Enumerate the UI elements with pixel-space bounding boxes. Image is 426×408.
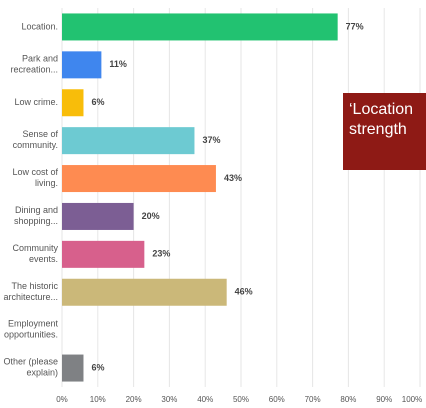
label-line: Community — [12, 243, 58, 253]
value-label: 43% — [224, 173, 242, 183]
label-line: community. — [13, 141, 58, 151]
label-line: shopping... — [14, 216, 58, 226]
bar — [62, 13, 338, 41]
x-tick-label: 100% — [402, 395, 422, 404]
label-line: events. — [29, 254, 58, 264]
y-tick-label: Park and recreation... — [10, 54, 58, 75]
x-tick-label: 50% — [233, 395, 249, 404]
x-tick-label: 0% — [56, 395, 68, 404]
value-label: 77% — [346, 21, 364, 31]
y-tick-label: Dining and shopping... — [14, 205, 58, 226]
x-tick-label: 90% — [376, 395, 392, 404]
label-line: Other (please — [3, 357, 58, 367]
label-line: Employment — [8, 319, 59, 329]
x-tick-label: 70% — [305, 395, 321, 404]
y-tick-label: Location. — [21, 21, 58, 31]
bar — [62, 278, 227, 306]
label-line: architecture... — [3, 292, 58, 302]
x-tick-label: 60% — [269, 395, 285, 404]
y-tick-label: Low cost of living. — [12, 167, 58, 188]
label-line: Dining and — [15, 205, 58, 215]
label-line: The historic — [11, 281, 58, 291]
annotation-box — [343, 93, 426, 170]
value-label: 20% — [142, 211, 160, 221]
value-label: 23% — [152, 249, 170, 259]
bar — [62, 354, 84, 382]
value-label: 37% — [202, 135, 220, 145]
bar — [62, 240, 145, 268]
value-label: 11% — [109, 59, 127, 69]
label-line: Low cost of — [12, 167, 58, 177]
bar — [62, 202, 134, 230]
x-tick-label: 40% — [197, 395, 213, 404]
y-tick-label: The historic architecture... — [3, 281, 58, 302]
y-tick-label: Employment opportunities. — [4, 319, 59, 340]
label-line: explain) — [26, 368, 58, 378]
bar — [62, 89, 84, 117]
y-tick-label: Other (please explain) — [3, 357, 58, 378]
value-label: 6% — [91, 362, 104, 372]
y-tick-label: Low crime. — [14, 97, 58, 107]
annotation-text: ‘Location — [349, 101, 413, 118]
bar — [62, 51, 102, 79]
label-line: Park and — [22, 54, 58, 64]
annotation-text: strength — [349, 121, 407, 138]
label-line: living. — [35, 178, 58, 188]
y-tick-label: Sense of community. — [13, 130, 59, 151]
x-tick-label: 20% — [126, 395, 142, 404]
bar — [62, 127, 195, 155]
label-line: opportunities. — [4, 330, 58, 340]
value-label: 46% — [235, 287, 253, 297]
y-tick-label: Community events. — [12, 243, 58, 264]
x-tick-label: 10% — [90, 395, 106, 404]
label-line: recreation... — [10, 65, 58, 75]
bar — [62, 165, 216, 193]
value-label: 6% — [91, 97, 104, 107]
x-tick-label: 30% — [161, 395, 177, 404]
label-line: Sense of — [22, 130, 58, 140]
x-tick-label: 80% — [340, 395, 356, 404]
